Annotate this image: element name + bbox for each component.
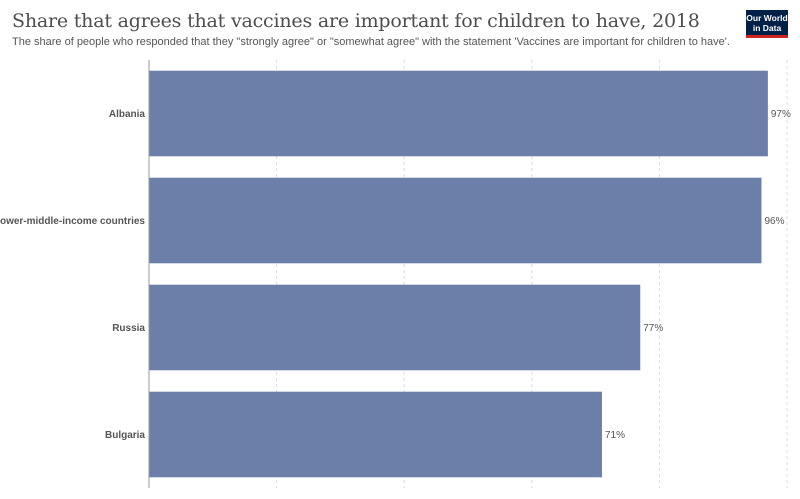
bar-1[interactable] (149, 177, 762, 264)
category-label-1: Lower-middle-income countries (0, 216, 145, 227)
value-label-0: 97% (771, 109, 791, 120)
category-label-3: Bulgaria (105, 430, 145, 441)
bars (149, 70, 768, 478)
value-label-2: 77% (643, 323, 663, 334)
logo-line-2: in Data (752, 23, 782, 33)
value-label-1: 96% (764, 216, 784, 227)
bar-2[interactable] (149, 284, 641, 371)
logo-line-1: Our World (746, 13, 788, 23)
logo-accent-bar (746, 35, 788, 38)
category-label-0: Albania (109, 109, 146, 120)
chart-subtitle: The share of people who responded that t… (12, 36, 730, 48)
labels: Albania 97% Lower-middle-income countries 9… (0, 109, 791, 441)
value-label-3: 71% (605, 430, 625, 441)
bar-3[interactable] (149, 391, 602, 478)
chart-title: Share that agrees that vaccines are impo… (12, 10, 700, 32)
bar-0[interactable] (149, 70, 768, 157)
owid-logo[interactable]: Our World in Data (746, 10, 788, 38)
category-label-2: Russia (112, 323, 145, 334)
